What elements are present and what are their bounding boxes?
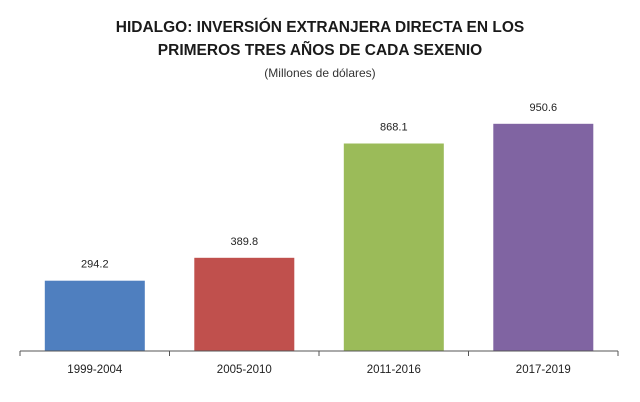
chart-subtitle: (Millones de dólares): [264, 66, 375, 80]
value-label-2017-2019: 950.6: [530, 102, 558, 114]
value-label-1999-2004: 294.2: [81, 259, 109, 271]
bars-group: 294.2 389.8 868.1 950.6: [44, 102, 594, 351]
bar-2011-2016: [343, 143, 444, 351]
category-label-2011-2016: 2011-2016: [367, 364, 421, 376]
category-label-2005-2010: 2005-2010: [217, 364, 272, 376]
bar-1999-2004: [44, 280, 145, 351]
bar-2017-2019: [493, 123, 594, 351]
chart-title-line-1: HIDALGO: INVERSIÓN EXTRANJERA DIRECTA EN…: [116, 18, 524, 36]
bar-2005-2010: [194, 257, 295, 351]
category-label-2017-2019: 2017-2019: [516, 364, 571, 376]
value-label-2011-2016: 868.1: [380, 122, 408, 134]
category-label-1999-2004: 1999-2004: [67, 364, 123, 376]
x-axis-ticks: 1999-2004 2005-2010 2011-2016 2017-2019: [19, 351, 619, 376]
chart-title-line-2: PRIMEROS TRES AÑOS DE CADA SEXENIO: [158, 41, 482, 59]
value-label-2005-2010: 389.8: [231, 236, 259, 248]
